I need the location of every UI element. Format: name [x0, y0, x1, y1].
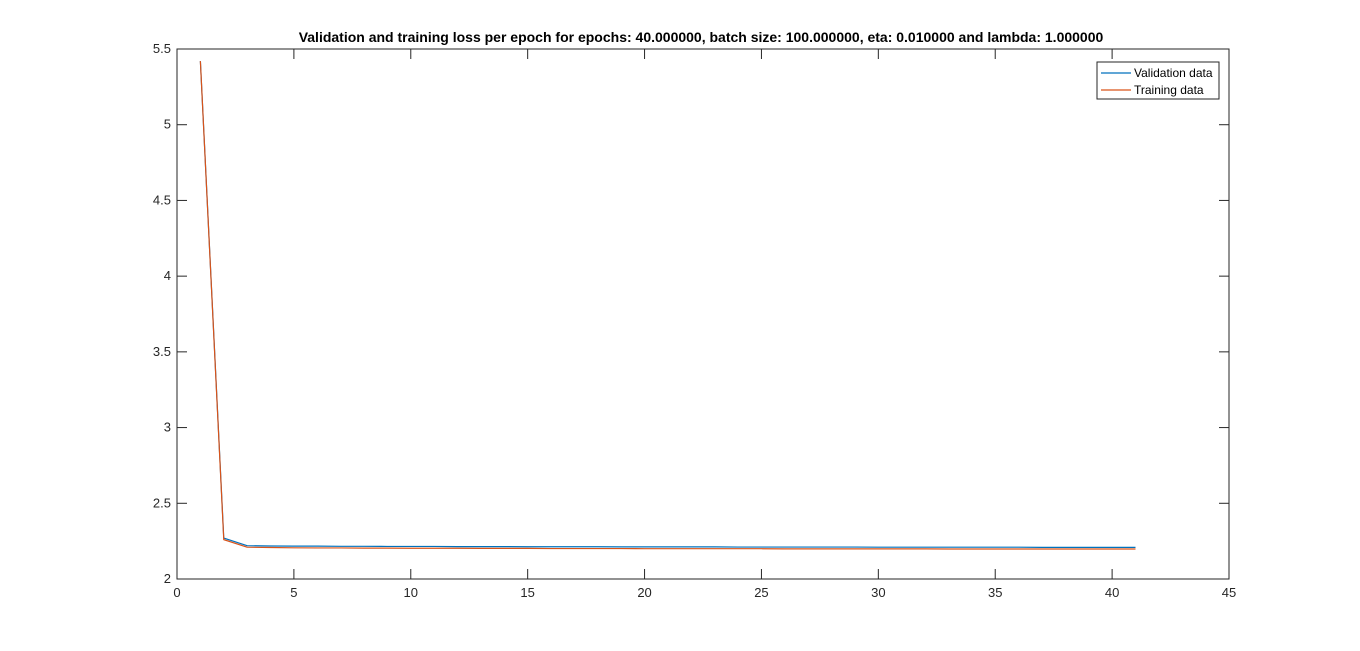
y-tick-label: 4.5 — [153, 192, 171, 207]
x-tick-label: 25 — [754, 585, 768, 600]
y-tick-label: 3.5 — [153, 344, 171, 359]
y-tick-label: 4 — [164, 268, 171, 283]
y-tick-label: 2.5 — [153, 495, 171, 510]
x-tick-label: 10 — [404, 585, 418, 600]
legend: Validation data Training data — [1096, 61, 1220, 100]
x-tick-label: 40 — [1105, 585, 1119, 600]
tick-marks — [176, 48, 1230, 580]
x-tick-label: 0 — [173, 585, 180, 600]
tick-labels: 0 5 10 15 20 25 30 35 40 45 2 2.5 3 3.5 4 4.5 5 5.5 — [153, 41, 1236, 600]
x-tick-label: 45 — [1222, 585, 1236, 600]
axes-box — [176, 48, 1230, 580]
y-tick-label: 2 — [164, 571, 171, 586]
legend-box — [1096, 61, 1220, 100]
x-tick-label: 5 — [290, 585, 297, 600]
legend-label-validation: Validation data — [1134, 66, 1213, 80]
series-line-validation — [199, 61, 1136, 548]
x-tick-label: 35 — [988, 585, 1002, 600]
x-tick-label: 15 — [520, 585, 534, 600]
y-tick-label: 3 — [164, 420, 171, 435]
legend-label-training: Training data — [1134, 83, 1204, 97]
series-lines — [199, 61, 1136, 550]
y-tick-label: 5 — [164, 117, 171, 132]
series-line-training — [199, 61, 1136, 550]
chart-title: Validation and training loss per epoch f… — [299, 29, 1104, 45]
x-tick-label: 30 — [871, 585, 885, 600]
x-tick-label: 20 — [637, 585, 651, 600]
y-tick-label: 5.5 — [153, 41, 171, 56]
